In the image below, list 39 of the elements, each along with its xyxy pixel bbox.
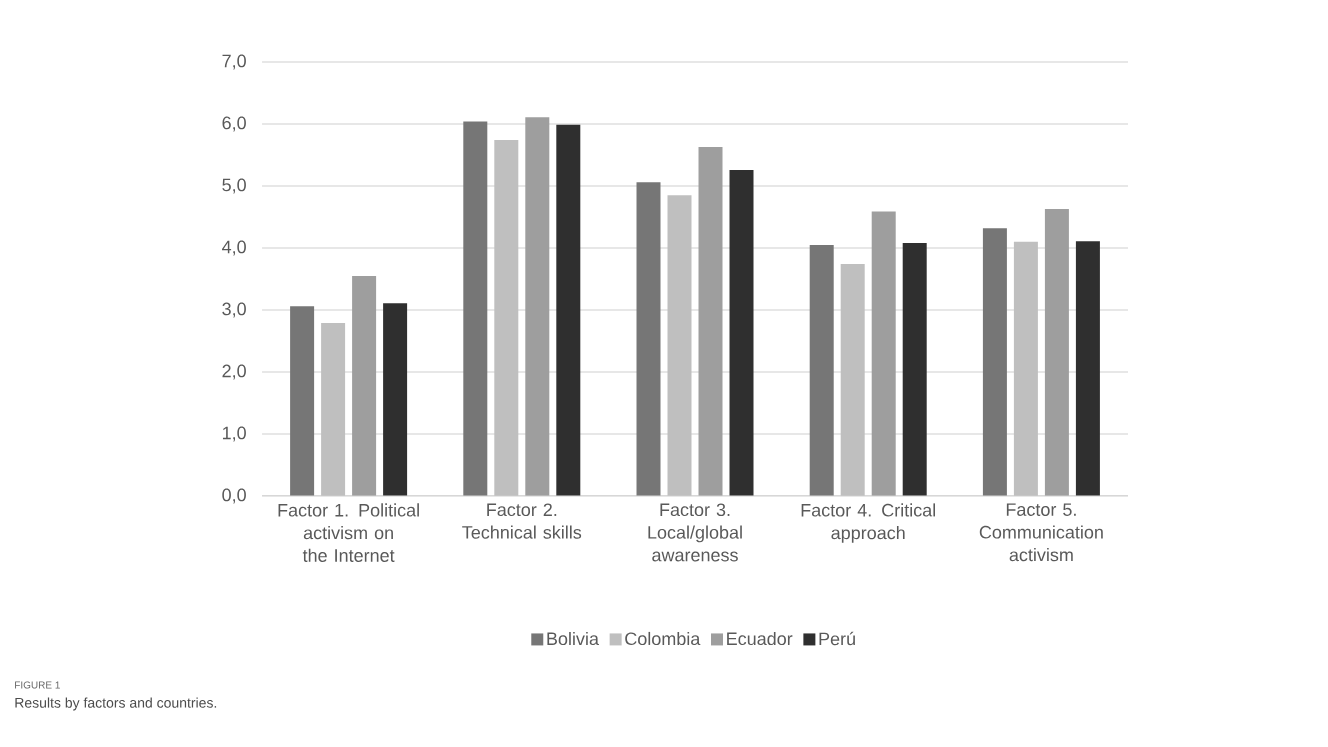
bar — [809, 244, 834, 496]
legend-label: Perú — [819, 631, 855, 646]
bar — [494, 140, 519, 496]
bar — [871, 211, 896, 496]
bar — [463, 121, 488, 496]
x-tick-label: Factor 1. Political activism on the Internet — [278, 503, 419, 562]
legend-label: Bolivia — [547, 631, 599, 646]
legend-label: Ecuador — [727, 631, 793, 646]
y-tick-label: 6,0 — [222, 116, 246, 132]
legend-label: Colombia — [625, 631, 701, 646]
bar — [321, 323, 346, 496]
bar — [1013, 241, 1038, 496]
bar — [1044, 208, 1069, 496]
x-tick-label: Factor 2. Technical skills — [462, 503, 582, 539]
bar — [698, 146, 723, 496]
bar — [1075, 241, 1100, 496]
x-tick-label: Factor 4. Critical approach — [801, 503, 936, 543]
bar — [902, 243, 927, 496]
bar — [729, 169, 754, 496]
bar — [556, 124, 581, 496]
x-tick-label: Factor 5. Communication activism — [979, 503, 1103, 562]
bar — [667, 195, 692, 496]
bar — [525, 117, 550, 496]
y-tick-label: 2,0 — [222, 364, 246, 380]
caption: FIGURE 1 — [15, 681, 60, 689]
x-tick-label: Factor 3. Local/global awareness — [648, 503, 742, 562]
y-tick-label: 0,0 — [222, 488, 246, 504]
y-tick-label: 7,0 — [222, 54, 246, 70]
bar — [636, 182, 661, 496]
y-tick-label: 1,0 — [222, 426, 246, 442]
bar — [982, 228, 1007, 496]
bar — [352, 275, 377, 496]
bar — [290, 306, 315, 496]
y-tick-label: 4,0 — [222, 240, 246, 256]
bar — [383, 303, 408, 496]
y-tick-label: 5,0 — [222, 178, 246, 194]
bar — [840, 264, 865, 496]
y-tick-label: 3,0 — [222, 302, 246, 318]
text: Results by factors and countries. — [15, 697, 217, 711]
